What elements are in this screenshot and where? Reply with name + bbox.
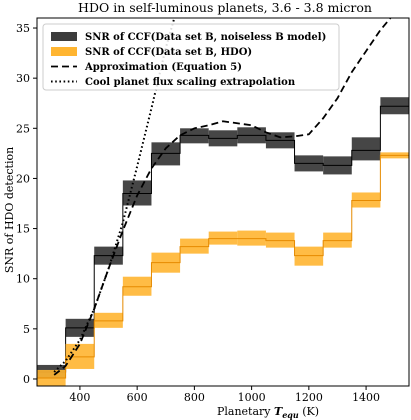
band-bin-1-11 bbox=[351, 192, 381, 208]
band-bin-1-9 bbox=[294, 246, 324, 266]
y-tick-label-35: 35 bbox=[16, 22, 30, 35]
legend: SNR of CCF(Data set B, noiseless B model… bbox=[42, 23, 340, 91]
band-bin-1-5 bbox=[180, 238, 209, 254]
x-tick-label-1400: 1400 bbox=[352, 391, 380, 404]
band-bin-1-7 bbox=[237, 230, 266, 246]
y-tick-label-5: 5 bbox=[23, 323, 30, 336]
legend-box bbox=[42, 23, 340, 91]
axes: 400 600 800 1000 1200 1400 0 5 10 15 20 25 30 35 bbox=[16, 17, 410, 404]
x-axis-label-symbol: T bbox=[274, 405, 283, 418]
band-bin-1-2 bbox=[94, 312, 123, 328]
x-axis-label-suffix: (K) bbox=[299, 405, 319, 418]
legend-label-0: SNR of CCF(Data set B, noiseless B model… bbox=[85, 32, 326, 43]
band-bin-1-6 bbox=[208, 231, 238, 245]
y-tick-label-0: 0 bbox=[23, 373, 30, 386]
y-axis-label: SNR of HDO detection bbox=[3, 147, 16, 273]
legend-label-3: Cool planet flux scaling extrapolation bbox=[85, 77, 296, 88]
y-tick-label-20: 20 bbox=[16, 172, 30, 185]
x-tick-label-1200: 1200 bbox=[295, 391, 323, 404]
plot-frame bbox=[36, 17, 410, 387]
legend-label-1: SNR of CCF(Data set B, HDO) bbox=[85, 47, 252, 58]
band-bin-0-11 bbox=[351, 137, 381, 161]
band-bin-1-8 bbox=[265, 232, 295, 248]
x-axis-label-prefix: Planetary bbox=[217, 405, 274, 418]
band-bin-1-10 bbox=[323, 232, 352, 248]
y-tick-label-15: 15 bbox=[16, 223, 30, 236]
band-bin-0-4 bbox=[151, 142, 181, 166]
band-bin-0-12 bbox=[380, 97, 409, 115]
band-bin-0-5 bbox=[180, 128, 209, 144]
x-tick-label-800: 800 bbox=[184, 391, 205, 404]
band-bin-1-1 bbox=[65, 343, 95, 369]
x-axis-label-subscript: equ bbox=[282, 410, 299, 420]
y-tick-label-10: 10 bbox=[16, 273, 30, 286]
band-centerline-1 bbox=[37, 154, 409, 379]
x-axis-label: Planetary Tequ (K) bbox=[217, 405, 319, 420]
y-tick-label-30: 30 bbox=[16, 72, 30, 85]
legend-swatch-1 bbox=[51, 47, 77, 56]
legend-swatch-0 bbox=[51, 32, 77, 41]
plot-area bbox=[37, 18, 409, 386]
band-bin-0-3 bbox=[122, 180, 152, 206]
x-tick-label-600: 600 bbox=[127, 391, 148, 404]
band-bin-1-3 bbox=[122, 276, 152, 296]
band-centerline-0 bbox=[37, 65, 409, 373]
y-tick-label-25: 25 bbox=[16, 122, 30, 135]
chart-title: HDO in self-luminous planets, 3.6 - 3.8 … bbox=[78, 0, 372, 15]
x-tick-label-400: 400 bbox=[69, 391, 90, 404]
x-tick-label-1000: 1000 bbox=[238, 391, 266, 404]
legend-label-2: Approximation (Equation 5) bbox=[84, 62, 242, 73]
